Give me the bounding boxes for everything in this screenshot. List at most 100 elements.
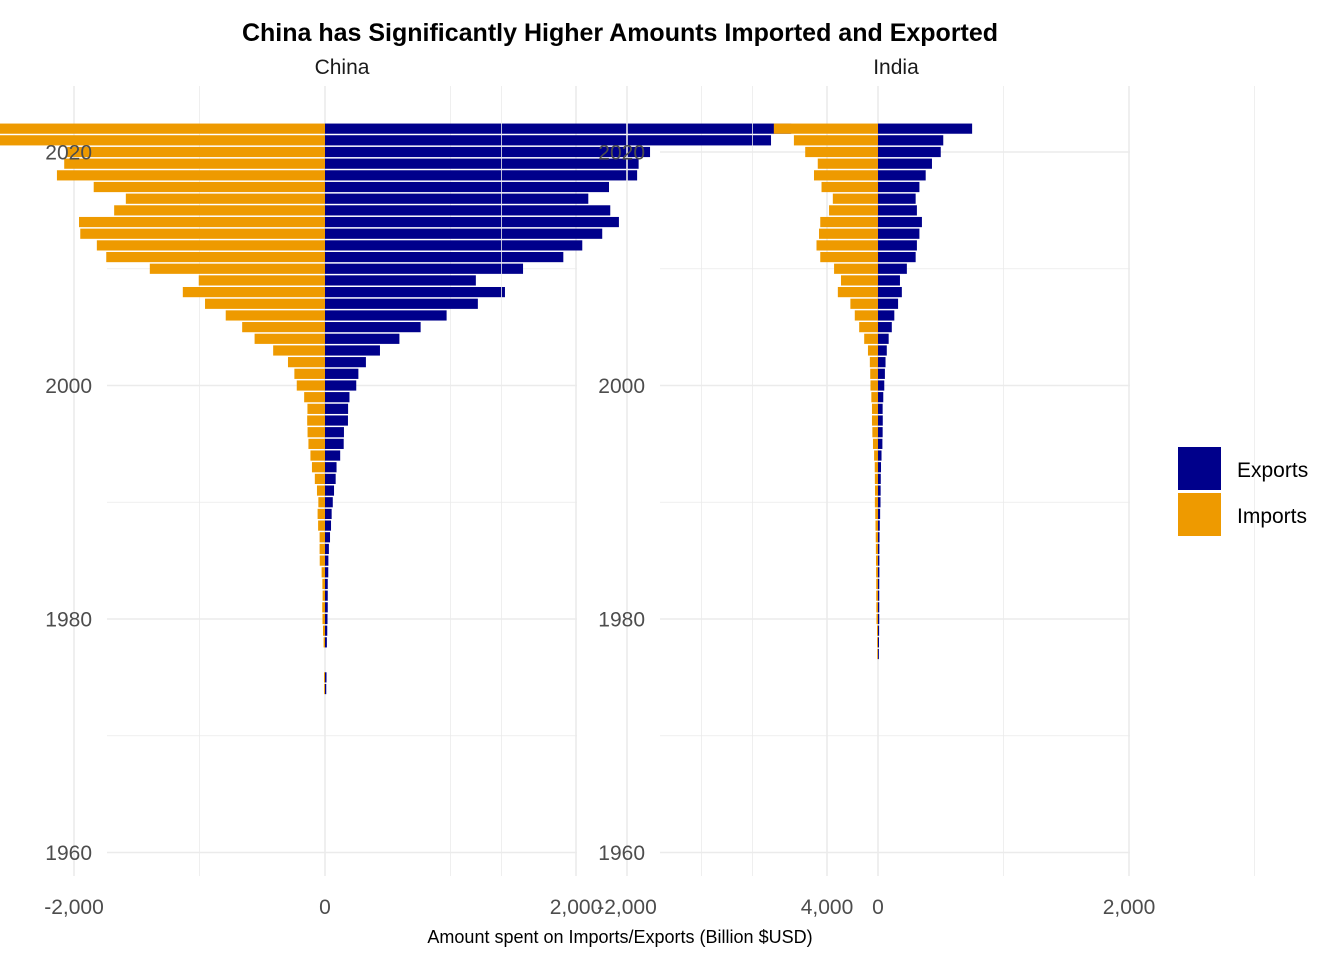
- imports-bar-1987: [875, 532, 878, 543]
- x-tick-label: 4,000: [801, 896, 854, 919]
- exports-bar-2004: [878, 333, 889, 344]
- imports-bar-1986: [319, 543, 325, 555]
- imports-bar-1987: [319, 532, 325, 543]
- india-panel: India 1960 1980 2000 2020 -2,000 0 2,000 4,000: [501, 56, 1255, 919]
- imports-bar-2012: [96, 240, 325, 251]
- exports-bar-1991: [878, 485, 881, 496]
- imports-bar-1977: [877, 648, 878, 660]
- imports-bar-1998: [871, 403, 878, 414]
- imports-bar-2015: [114, 205, 325, 216]
- legend-label-imports: Imports: [1237, 505, 1307, 528]
- imports-bar-2015: [829, 205, 878, 216]
- imports-bar-1997: [871, 415, 878, 426]
- exports-bar-1980: [325, 613, 328, 625]
- imports-bar-2003: [867, 345, 878, 356]
- imports-bar-1989: [875, 508, 878, 520]
- imports-bar-1996: [307, 427, 325, 438]
- exports-bar-2019: [878, 158, 932, 169]
- y-tick-label: 2020: [45, 142, 92, 165]
- imports-bar-1999: [871, 392, 878, 403]
- imports-bar-2020: [67, 146, 325, 158]
- imports-bar-1981: [876, 602, 878, 613]
- imports-bar-2006: [225, 310, 325, 321]
- exports-bar-1995: [325, 438, 344, 449]
- exports-bar-2010: [878, 263, 907, 274]
- exports-bar-1983: [878, 578, 880, 590]
- imports-bar-2022: [773, 123, 878, 134]
- y-tick-label: 1980: [45, 609, 92, 632]
- imports-bar-1984: [876, 567, 878, 578]
- chart-title: China has Significantly Higher Amounts I…: [242, 19, 998, 47]
- exports-bar-1986: [325, 543, 329, 555]
- imports-bar-1986: [875, 543, 878, 555]
- imports-bar-1997: [307, 415, 325, 426]
- imports-bar-1999: [304, 392, 325, 403]
- y-tick-label: 1980: [598, 609, 645, 632]
- exports-bar-2022: [325, 123, 792, 134]
- imports-bar-2016: [832, 193, 878, 204]
- x-axis-label: Amount spent on Imports/Exports (Billion…: [427, 927, 812, 947]
- imports-bar-2014: [820, 216, 878, 228]
- imports-bar-2018: [56, 170, 325, 181]
- x-tick-label: -2,000: [597, 896, 657, 919]
- imports-bar-1992: [314, 473, 325, 484]
- imports-bar-2009: [198, 275, 325, 286]
- exports-bar-2021: [325, 135, 772, 146]
- imports-bar-2010: [834, 263, 878, 274]
- y-tick-label: 2000: [45, 375, 92, 398]
- y-tick-label: 1960: [598, 842, 645, 865]
- imports-bar-2002: [287, 357, 325, 368]
- imports-bar-1975: [323, 672, 325, 683]
- imports-bar-2004: [254, 333, 325, 344]
- exports-bar-2002: [878, 357, 886, 368]
- y-tick-label: 2000: [598, 375, 645, 398]
- exports-bar-1983: [325, 578, 328, 590]
- exports-bar-2020: [325, 146, 651, 158]
- exports-bar-2006: [878, 310, 895, 321]
- imports-bar-2021: [0, 135, 326, 146]
- exports-bar-2002: [325, 357, 366, 368]
- exports-bar-2021: [878, 135, 944, 146]
- exports-bar-1987: [878, 532, 880, 543]
- exports-bar-2011: [878, 251, 916, 263]
- exports-bar-1987: [325, 532, 331, 543]
- imports-bar-1998: [307, 403, 325, 414]
- imports-bar-2007: [205, 298, 325, 309]
- imports-bar-1988: [318, 520, 325, 531]
- x-tick-label: 0: [872, 896, 884, 919]
- exports-bar-1988: [878, 520, 880, 531]
- imports-bar-1980: [876, 613, 878, 625]
- exports-bar-1977: [878, 648, 879, 660]
- india-panel-label: India: [873, 56, 919, 79]
- imports-bar-2003: [273, 345, 325, 356]
- imports-bar-1996: [872, 427, 878, 438]
- imports-bar-2005: [242, 322, 325, 333]
- imports-bar-2022: [0, 123, 326, 134]
- exports-bar-1978: [325, 637, 327, 648]
- china-panel-x-axis: -2,000 0 2,000 4,000: [44, 896, 853, 919]
- imports-bar-1980: [322, 613, 325, 625]
- exports-bar-2007: [878, 298, 899, 309]
- china-panel-y-axis: 1960 1980 2000 2020: [45, 142, 92, 866]
- exports-bar-1979: [878, 625, 880, 636]
- exports-bar-1997: [878, 415, 883, 426]
- imports-bar-1991: [316, 485, 325, 496]
- imports-bar-1990: [874, 497, 878, 508]
- exports-bar-2005: [878, 322, 892, 333]
- exports-bar-1975: [325, 672, 327, 683]
- imports-bar-1985: [319, 555, 325, 566]
- imports-bar-1982: [322, 590, 325, 601]
- imports-bar-2009: [840, 275, 878, 286]
- china-panel-grid: [73, 86, 828, 876]
- imports-bar-1994: [874, 450, 878, 461]
- exports-bar-1994: [325, 450, 341, 461]
- legend-key-imports: [1178, 493, 1221, 536]
- exports-bar-2012: [325, 240, 583, 251]
- imports-bar-2017: [821, 181, 878, 193]
- india-panel-y-axis: 1960 1980 2000 2020: [598, 142, 645, 866]
- imports-bar-1993: [874, 462, 878, 473]
- imports-bar-2019: [817, 158, 878, 169]
- exports-bar-1999: [325, 392, 350, 403]
- imports-bar-2020: [805, 146, 878, 158]
- imports-bar-2010: [149, 263, 325, 274]
